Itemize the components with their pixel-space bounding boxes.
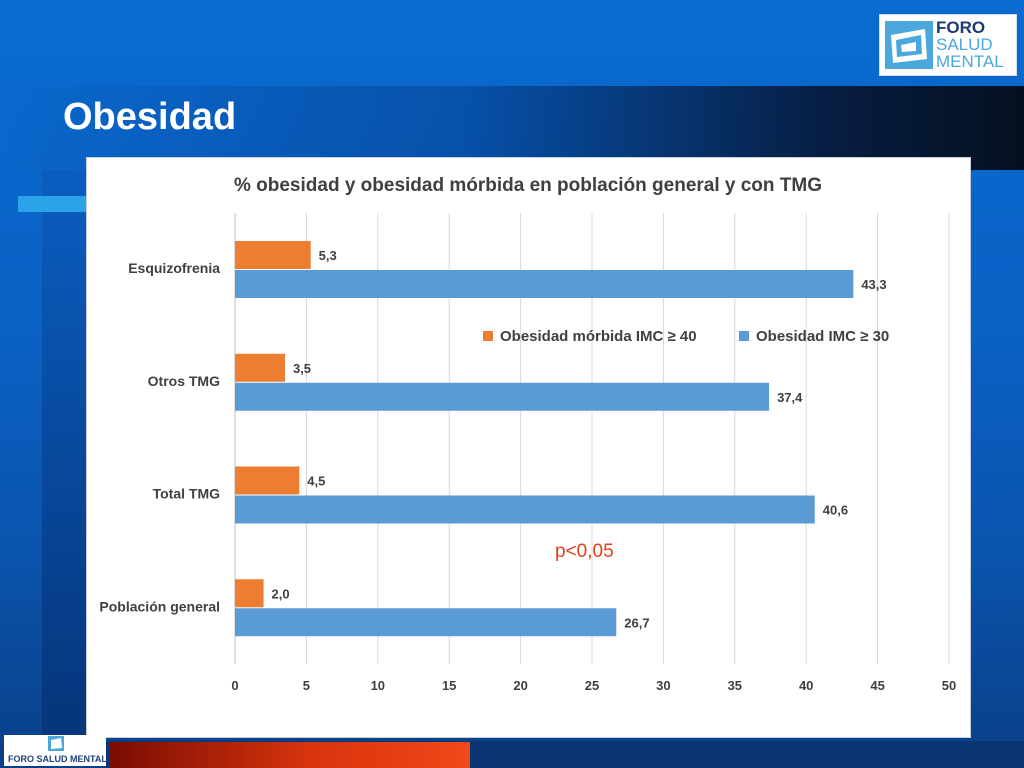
data-label: 26,7 <box>624 615 649 630</box>
data-label: 37,4 <box>777 390 803 405</box>
x-tick-label: 50 <box>942 678 956 693</box>
category-label: Población general <box>99 598 220 614</box>
legend-label: Obesidad IMC ≥ 30 <box>756 328 889 345</box>
obesity-bar <box>235 608 617 637</box>
footer-logo-mark-icon <box>48 736 64 751</box>
x-tick-label: 10 <box>371 678 385 693</box>
morbid-obesity-bar <box>235 353 285 382</box>
x-tick-label: 15 <box>442 678 456 693</box>
x-tick-label: 45 <box>870 678 884 693</box>
foro-salud-mental-logo: FORO SALUD MENTAL <box>879 14 1017 76</box>
logo-line-1: FORO <box>936 18 986 37</box>
morbid-obesity-bar <box>235 579 264 608</box>
slide-title: Obesidad <box>63 96 237 138</box>
left-accent-stripe <box>18 196 88 212</box>
obesity-bar <box>235 495 815 524</box>
category-label: Otros TMG <box>148 373 220 389</box>
obesity-bar <box>235 270 854 298</box>
morbid-obesity-bar <box>235 241 311 269</box>
data-label: 43,3 <box>861 277 886 292</box>
x-tick-label: 20 <box>513 678 527 693</box>
data-label: 40,6 <box>823 503 848 518</box>
logo-mark-icon <box>885 21 933 69</box>
legend-label: Obesidad mórbida IMC ≥ 40 <box>500 328 697 345</box>
morbid-obesity-bar <box>235 466 300 495</box>
category-label: Esquizofrenia <box>128 260 220 276</box>
data-label: 2,0 <box>272 586 290 601</box>
logo-line-2: SALUD <box>936 35 993 54</box>
x-tick-label: 35 <box>728 678 742 693</box>
chart-title: % obesidad y obesidad mórbida en poblaci… <box>234 175 822 196</box>
obesity-bar-chart: % obesidad y obesidad mórbida en poblaci… <box>99 175 956 693</box>
logo-line-3: MENTAL <box>936 52 1004 71</box>
category-label: Total TMG <box>153 486 221 502</box>
chart-legend: Obesidad mórbida IMC ≥ 40 Obesidad IMC ≥ … <box>483 328 889 345</box>
legend-swatch <box>739 331 749 341</box>
x-tick-label: 5 <box>303 678 310 693</box>
x-tick-label: 0 <box>231 678 238 693</box>
data-label: 5,3 <box>319 248 337 263</box>
header-dark-band <box>0 86 1024 170</box>
obesity-bar <box>235 382 770 411</box>
x-tick-label: 30 <box>656 678 670 693</box>
left-decorative-column <box>42 170 86 738</box>
significance-annotation: p<0,05 <box>555 541 614 562</box>
x-tick-label: 25 <box>585 678 599 693</box>
footer-logo-text: FORO SALUD MENTAL <box>8 754 107 764</box>
footer-accent-bar <box>110 742 470 768</box>
legend-swatch <box>483 331 493 341</box>
data-label: 4,5 <box>307 474 325 489</box>
x-tick-label: 40 <box>799 678 813 693</box>
data-label: 3,5 <box>293 361 311 376</box>
chart-panel: % obesidad y obesidad mórbida en poblaci… <box>86 157 971 738</box>
footer-logo: FORO SALUD MENTAL <box>4 735 107 766</box>
